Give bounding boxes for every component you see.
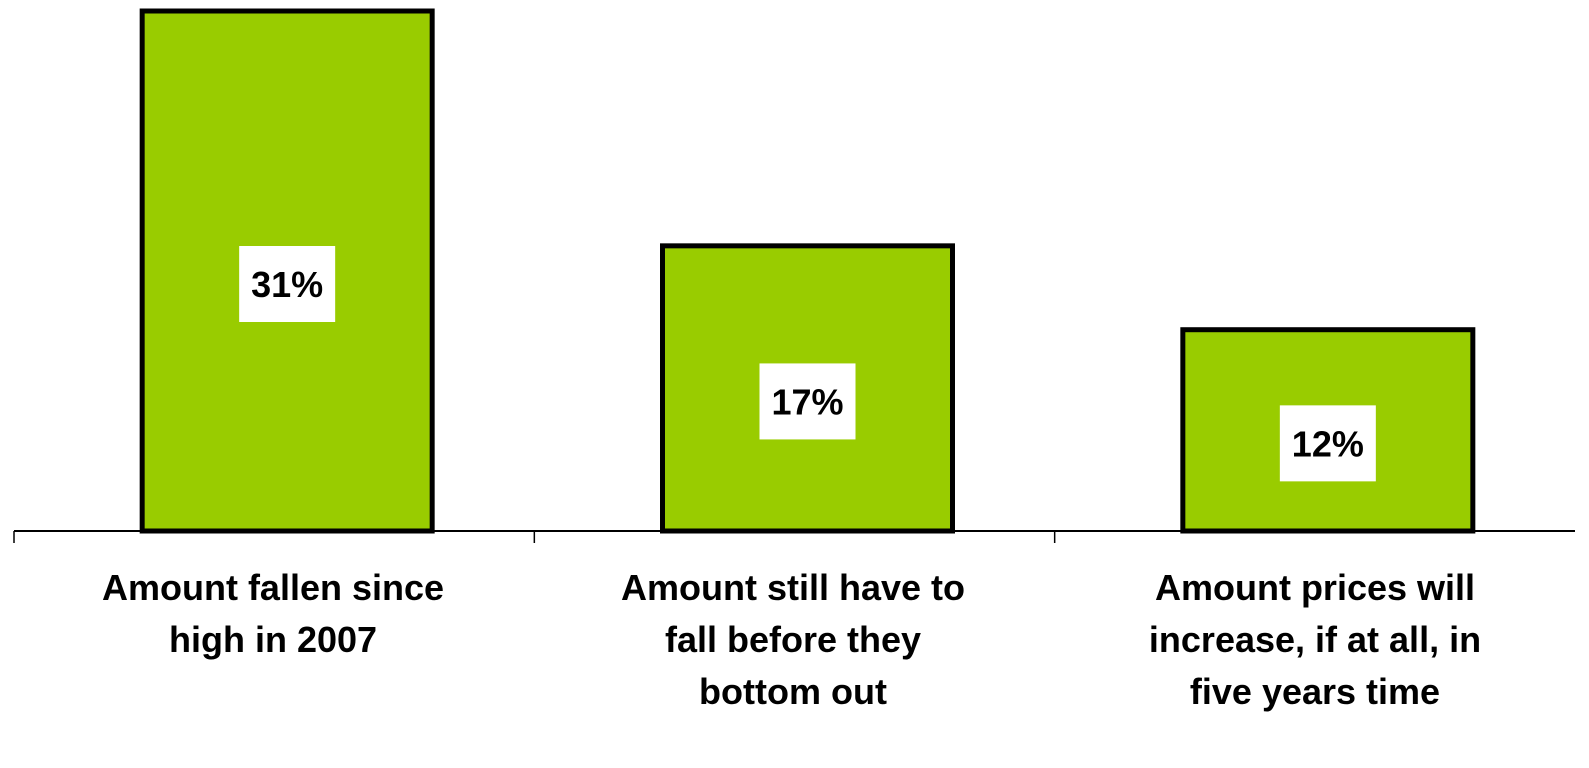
category-label-amount-still-to-fall: Amount still have to fall before they bo… xyxy=(620,567,966,712)
value-label-1: 17% xyxy=(771,381,843,422)
value-label-background-0 xyxy=(239,246,336,322)
value-label-0: 31% xyxy=(251,264,323,305)
value-label-background-1 xyxy=(759,363,856,440)
category-label-amount-prices-increase: Amount prices will increase, if at all, … xyxy=(1148,567,1482,712)
category-label-amount-fallen: Amount fallen since high in 2007 xyxy=(101,567,445,660)
value-label-background-2 xyxy=(1279,405,1376,482)
value-label-2: 12% xyxy=(1292,423,1364,464)
